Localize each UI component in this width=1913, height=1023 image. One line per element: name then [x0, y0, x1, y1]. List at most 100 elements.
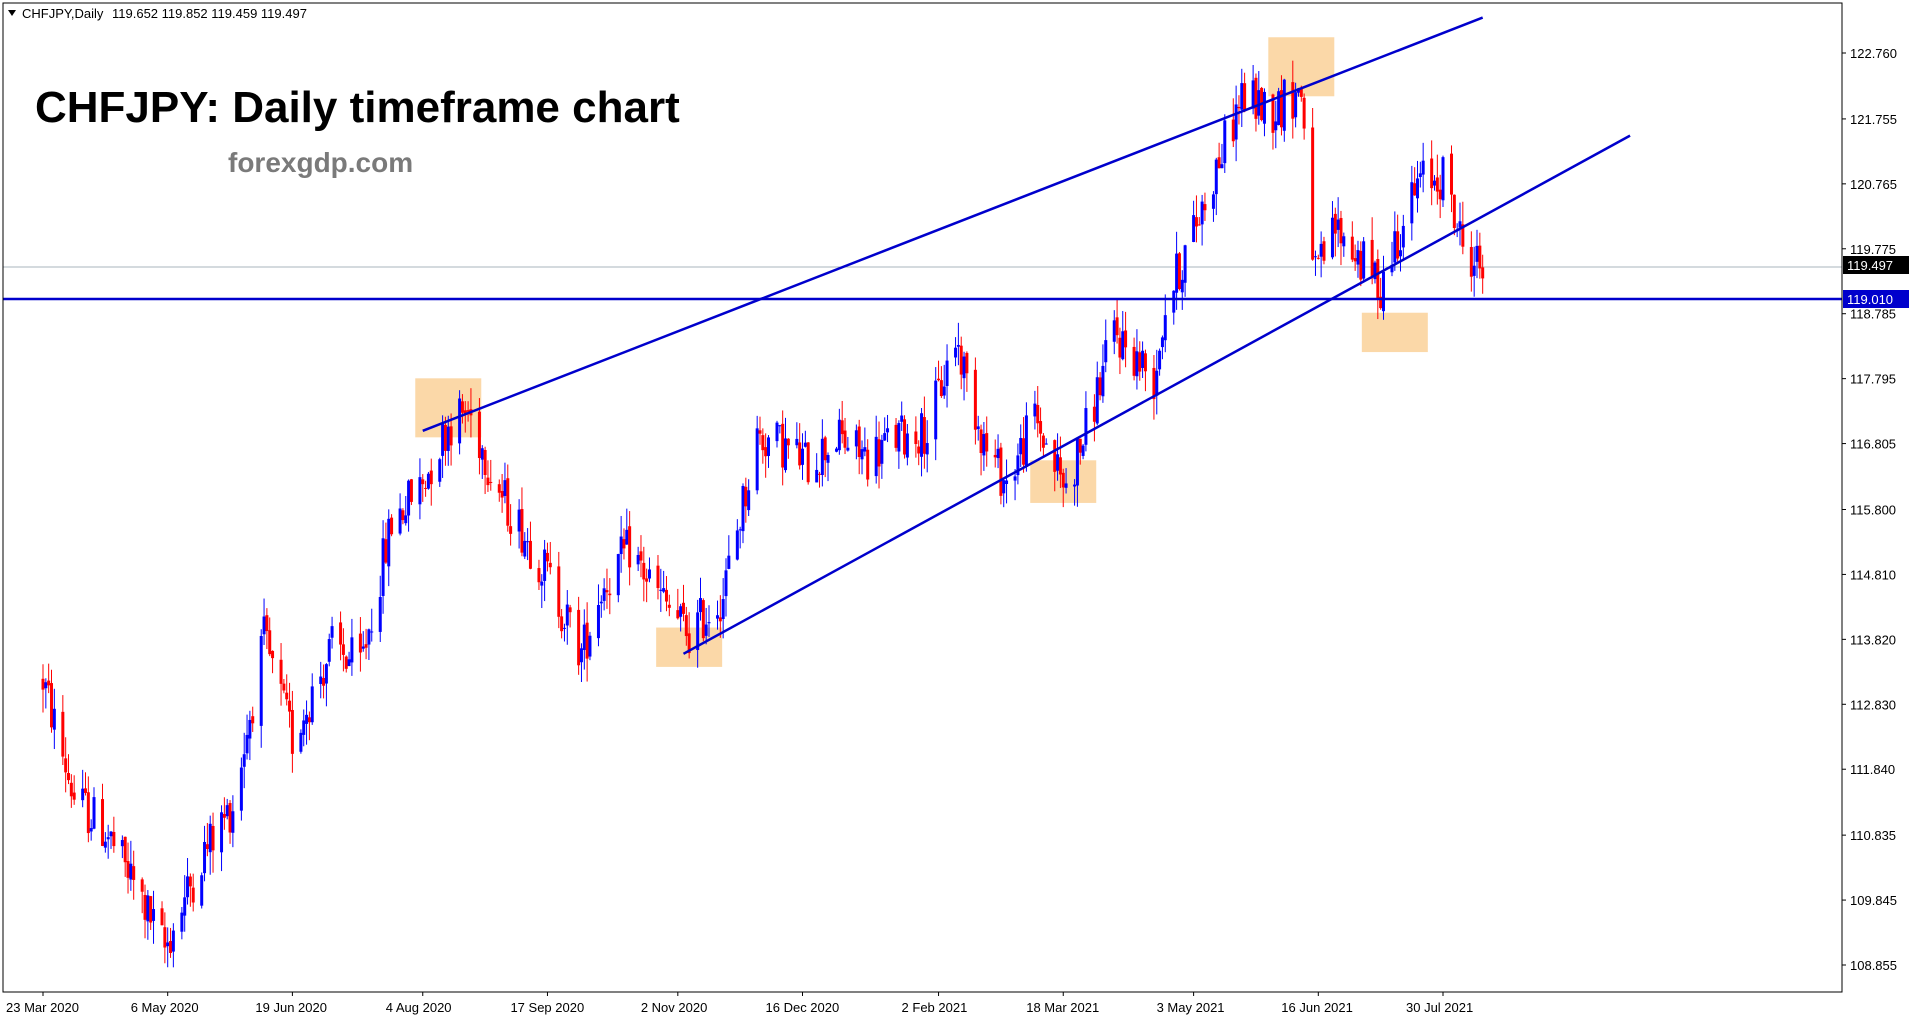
candle-body: [917, 446, 921, 454]
candle: [854, 424, 858, 460]
candle-body: [347, 659, 351, 667]
candle: [1415, 160, 1419, 213]
candle-body: [401, 510, 405, 521]
candle-body: [387, 518, 391, 567]
candle-body: [1005, 480, 1009, 484]
candle-body: [1257, 90, 1261, 116]
level-price-label: 119.010: [1847, 292, 1893, 307]
candle: [1390, 241, 1394, 277]
candle: [441, 415, 445, 478]
candle: [239, 757, 243, 821]
candle: [667, 594, 671, 617]
candle: [543, 539, 547, 602]
candle: [1376, 249, 1380, 320]
candle: [1481, 254, 1485, 294]
candle: [361, 631, 365, 652]
candle: [778, 424, 782, 434]
candle: [378, 575, 382, 642]
candle-body: [72, 792, 76, 800]
candle-body: [715, 615, 719, 619]
candle-body: [1330, 217, 1334, 258]
candle: [152, 890, 156, 944]
candle: [1203, 192, 1207, 221]
x-tick-label: 16 Dec 2020: [766, 1000, 840, 1015]
candle: [149, 895, 153, 930]
candle-body: [1024, 415, 1028, 467]
candle-body: [1118, 337, 1122, 358]
candle-body: [1432, 180, 1436, 186]
candle: [1138, 341, 1142, 381]
candle: [1240, 68, 1244, 128]
x-tick-label: 30 Jul 2021: [1406, 1000, 1473, 1015]
candle-body: [171, 930, 175, 952]
candle-body: [1450, 153, 1454, 195]
candle-body: [1336, 219, 1340, 230]
candle: [347, 651, 351, 667]
candle-body: [781, 423, 785, 468]
candle-body: [398, 508, 402, 534]
candle: [681, 584, 685, 622]
candle: [608, 578, 612, 615]
candle: [922, 396, 926, 469]
candle: [1237, 95, 1241, 125]
candle: [965, 351, 969, 392]
candle-body: [622, 539, 626, 549]
candle: [248, 710, 252, 761]
candle-body: [939, 380, 943, 397]
candle-body: [942, 386, 946, 396]
candle: [548, 541, 552, 575]
candle-body: [976, 426, 980, 430]
candle-body: [1092, 406, 1096, 422]
candle: [449, 413, 453, 466]
candle-body: [1200, 201, 1204, 225]
candle-body: [239, 767, 243, 811]
candle-body: [446, 426, 450, 451]
candle-body: [477, 411, 481, 459]
candle: [1452, 194, 1456, 236]
candle: [146, 890, 150, 940]
candle: [616, 553, 620, 603]
candle-body: [1271, 94, 1275, 133]
candle-body: [1056, 454, 1060, 471]
candle: [647, 557, 651, 583]
candle: [477, 398, 481, 475]
candle-body: [835, 448, 839, 452]
candle: [639, 535, 643, 578]
candle: [973, 357, 977, 445]
candle: [721, 578, 725, 639]
dropdown-triangle-icon[interactable]: [8, 10, 16, 16]
candle-body: [52, 708, 56, 730]
candle: [920, 407, 924, 477]
candle: [880, 434, 884, 479]
candle-body: [299, 732, 303, 752]
candle: [52, 688, 56, 750]
candle-body: [1098, 377, 1102, 396]
candle: [625, 508, 629, 545]
candle: [1104, 319, 1108, 373]
candle: [568, 604, 572, 628]
y-tick-label: 114.810: [1850, 567, 1896, 582]
candle: [939, 366, 943, 398]
candle: [775, 420, 779, 448]
candle: [86, 776, 90, 843]
candle-body: [778, 425, 782, 427]
candle-body: [358, 633, 362, 653]
candle: [421, 474, 425, 502]
candle-body: [965, 352, 969, 374]
candle: [112, 816, 116, 853]
candle: [1061, 468, 1065, 508]
candle-body: [1141, 350, 1145, 368]
candle-body: [1132, 346, 1136, 376]
candle: [1075, 437, 1079, 507]
candle-body: [1138, 352, 1142, 372]
candle-body: [1291, 82, 1295, 119]
candle-body: [271, 650, 275, 659]
candle: [1330, 201, 1334, 260]
candle: [483, 446, 487, 495]
candle-body: [1121, 331, 1125, 360]
candle: [846, 436, 850, 452]
candle-body: [664, 589, 668, 602]
candle: [1231, 98, 1235, 148]
candle: [466, 401, 470, 422]
candle-body: [667, 604, 671, 608]
